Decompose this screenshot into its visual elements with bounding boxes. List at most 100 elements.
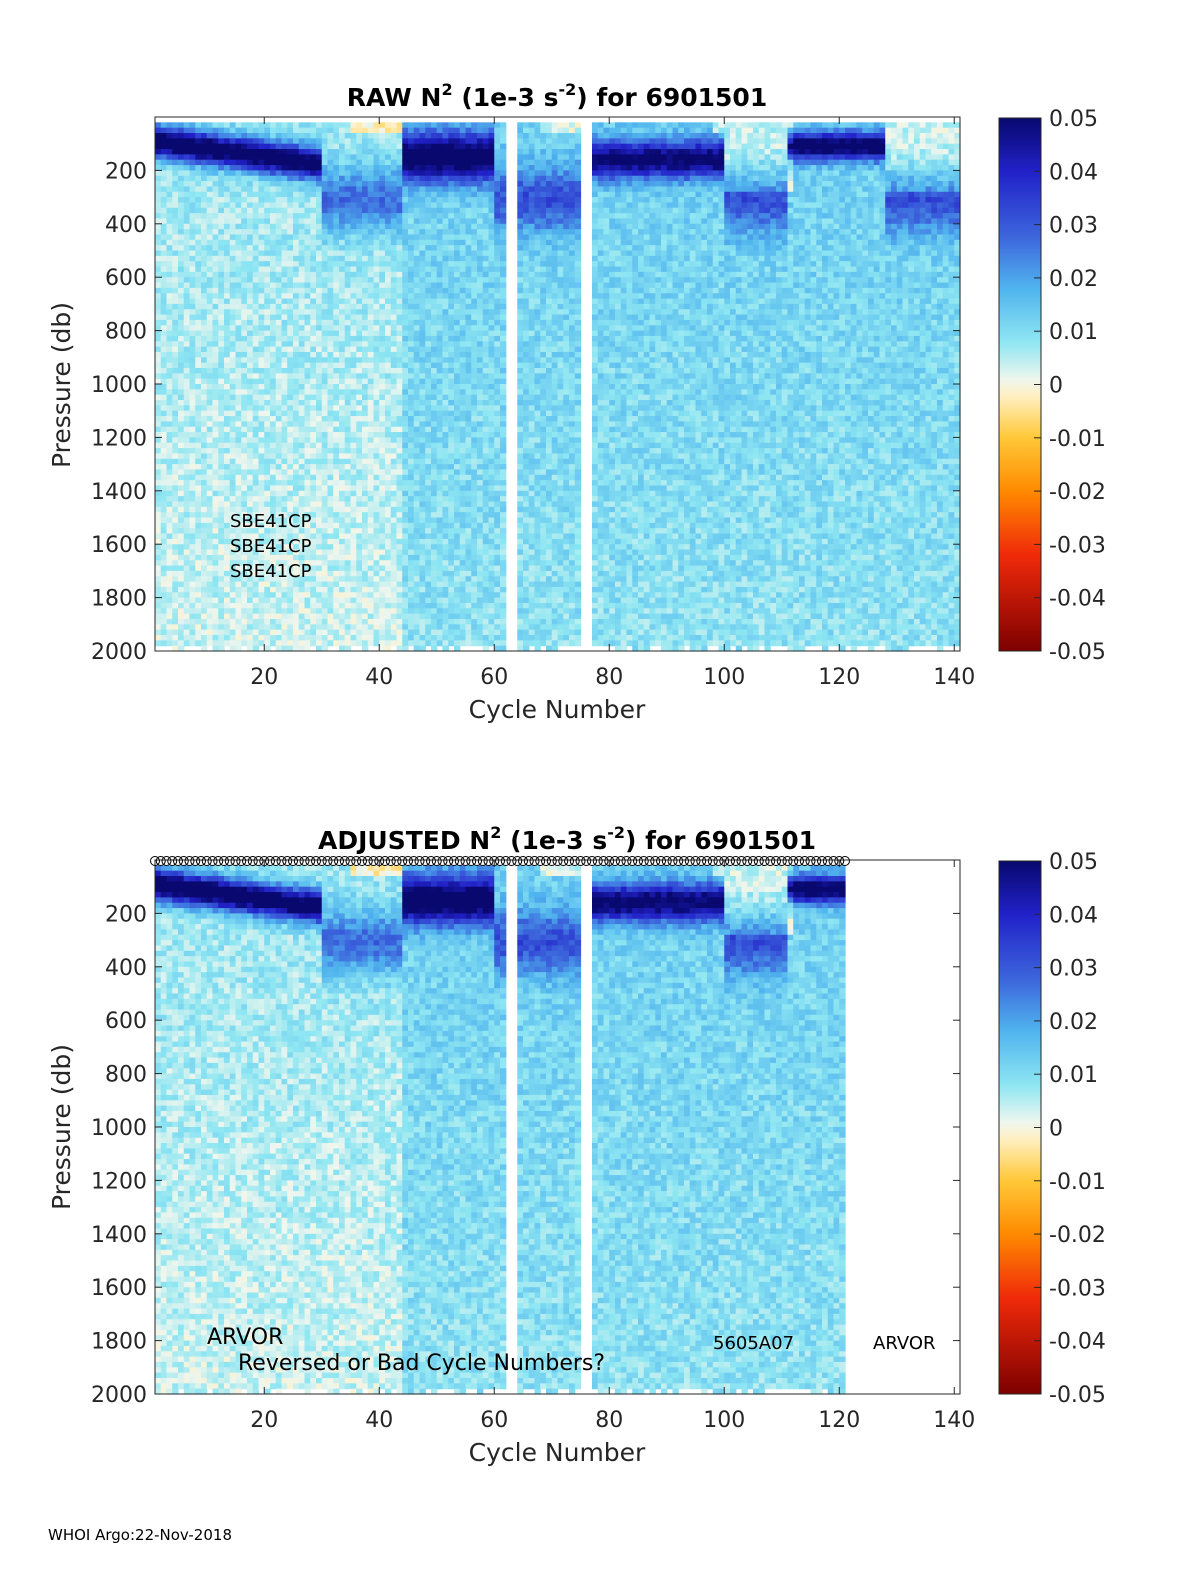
- heatmap-cell: [391, 320, 397, 326]
- heatmap-cell: [259, 592, 265, 598]
- heatmap-cell: [253, 251, 259, 257]
- heatmap-cell: [224, 614, 230, 620]
- heatmap-cell: [184, 443, 190, 449]
- heatmap-cell: [207, 267, 213, 273]
- heatmap-cell: [264, 453, 270, 459]
- heatmap-cell: [247, 443, 253, 449]
- heatmap-cell: [218, 170, 224, 176]
- heatmap-cell: [374, 240, 380, 246]
- heatmap-cell: [167, 181, 173, 187]
- heatmap-cell: [385, 544, 391, 550]
- heatmap-cell: [397, 576, 403, 582]
- heatmap-cell: [259, 389, 265, 395]
- heatmap-cell: [362, 453, 368, 459]
- heatmap-cell: [293, 582, 299, 588]
- heatmap-cell: [287, 197, 293, 203]
- heatmap-cell: [282, 288, 288, 294]
- heatmap-cell: [391, 192, 397, 198]
- heatmap-cell: [178, 432, 184, 438]
- heatmap-cell: [431, 459, 437, 465]
- heatmap-cell: [322, 624, 328, 630]
- heatmap-cell: [402, 325, 408, 331]
- heatmap-cell: [402, 539, 408, 545]
- heatmap-cell: [316, 475, 322, 481]
- heatmap-cell: [276, 592, 282, 598]
- heatmap-cell: [391, 122, 397, 128]
- heatmap-cell: [230, 154, 236, 160]
- heatmap-cell: [339, 405, 345, 411]
- heatmap-cell: [385, 421, 391, 427]
- heatmap-cell: [195, 224, 201, 230]
- heatmap-cell: [161, 267, 167, 273]
- heatmap-cell: [328, 384, 334, 390]
- heatmap-cell: [236, 384, 242, 390]
- heatmap-cell: [333, 630, 339, 636]
- heatmap-cell: [402, 427, 408, 433]
- heatmap-cell: [282, 325, 288, 331]
- heatmap-cell: [322, 630, 328, 636]
- heatmap-cell: [431, 550, 437, 556]
- heatmap-cell: [351, 437, 357, 443]
- heatmap-cell: [293, 277, 299, 283]
- heatmap-cell: [155, 566, 161, 572]
- heatmap-cell: [425, 309, 431, 315]
- heatmap-cell: [236, 437, 242, 443]
- heatmap-cell: [328, 277, 334, 283]
- heatmap-cell: [247, 582, 253, 588]
- heatmap-cell: [402, 480, 408, 486]
- heatmap-cell: [391, 496, 397, 502]
- heatmap-cell: [425, 635, 431, 641]
- heatmap-cell: [391, 453, 397, 459]
- heatmap-cell: [374, 176, 380, 182]
- heatmap-cell: [241, 496, 247, 502]
- heatmap-cell: [282, 181, 288, 187]
- heatmap-cell: [356, 619, 362, 625]
- heatmap-cell: [362, 229, 368, 235]
- heatmap-cell: [362, 619, 368, 625]
- heatmap-cell: [293, 363, 299, 369]
- heatmap-cell: [213, 534, 219, 540]
- heatmap-cell: [431, 384, 437, 390]
- heatmap-cell: [368, 560, 374, 566]
- heatmap-cell: [431, 523, 437, 529]
- heatmap-cell: [305, 144, 311, 150]
- heatmap-cell: [305, 293, 311, 299]
- heatmap-cell: [351, 459, 357, 465]
- heatmap-cell: [443, 384, 449, 390]
- heatmap-cell: [374, 128, 380, 134]
- heatmap-cell: [218, 272, 224, 278]
- heatmap-cell: [236, 149, 242, 155]
- heatmap-cell: [368, 411, 374, 417]
- heatmap-cell: [230, 325, 236, 331]
- heatmap-cell: [253, 149, 259, 155]
- heatmap-cell: [408, 550, 414, 556]
- heatmap-cell: [305, 624, 311, 630]
- heatmap-cell: [167, 560, 173, 566]
- heatmap-cell: [379, 122, 385, 128]
- heatmap-cell: [351, 523, 357, 529]
- heatmap-cell: [385, 347, 391, 353]
- heatmap-cell: [431, 555, 437, 561]
- heatmap-cell: [437, 395, 443, 401]
- heatmap-cell: [385, 272, 391, 278]
- heatmap-cell: [190, 245, 196, 251]
- heatmap-cell: [195, 421, 201, 427]
- heatmap-cell: [356, 608, 362, 614]
- heatmap-cell: [431, 592, 437, 598]
- heatmap-cell: [316, 197, 322, 203]
- heatmap-cell: [287, 427, 293, 433]
- heatmap-cell: [362, 384, 368, 390]
- heatmap-cell: [167, 165, 173, 171]
- heatmap-cell: [420, 325, 426, 331]
- heatmap-cell: [282, 315, 288, 321]
- heatmap-cell: [178, 128, 184, 134]
- heatmap-cell: [224, 277, 230, 283]
- heatmap-cell: [299, 400, 305, 406]
- heatmap-cell: [287, 619, 293, 625]
- heatmap-cell: [195, 544, 201, 550]
- heatmap-cell: [420, 443, 426, 449]
- heatmap-cell: [184, 528, 190, 534]
- heatmap-cell: [184, 133, 190, 139]
- heatmap-cell: [161, 320, 167, 326]
- heatmap-cell: [420, 181, 426, 187]
